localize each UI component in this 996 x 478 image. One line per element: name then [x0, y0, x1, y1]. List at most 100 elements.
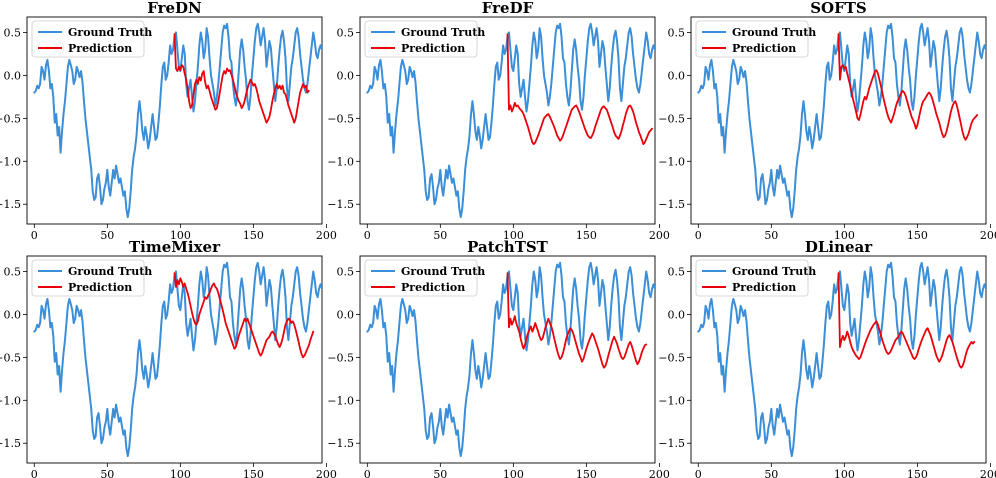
x-tick-label: 100: [170, 229, 191, 242]
legend-label: Prediction: [732, 281, 796, 294]
y-tick-label: −0.5: [0, 112, 21, 125]
series-ground-truth: [366, 22, 655, 219]
y-tick-label: −0.5: [327, 112, 354, 125]
y-tick-label: −0.5: [327, 351, 354, 364]
axes-frame: [26, 16, 323, 225]
y-tick-label: −1.5: [658, 198, 685, 211]
y-tick-label: −1.0: [658, 155, 685, 168]
y-tick-label: −1.0: [658, 394, 685, 407]
y-tick-label: −0.5: [658, 112, 685, 125]
legend: Ground Truth Prediction: [695, 259, 816, 297]
series-ground-truth: [366, 261, 655, 458]
y-tick-label: −1.0: [0, 394, 21, 407]
legend-label: Ground Truth: [68, 265, 152, 278]
chart-title: TimeMixer: [129, 238, 221, 256]
x-tick-label: 0: [695, 468, 702, 478]
y-tick-label: −0.5: [0, 351, 21, 364]
subplot-softs: SOFTS 0 50 100 150 200 0.5 0.0 −0.5 −1.0 −1.5 Groun…: [658, 0, 996, 242]
subplot-patchtst: PatchTST 0 50 100 150 200 0.5 0.0 −0.5 −1.0 −1.5 Gr…: [327, 238, 670, 478]
x-tick-label: 50: [764, 468, 778, 478]
subplot-fredn: FreDN 0 50 100 150 200 0.5 0.0 −0.5 −1.0 −1.5 Groun…: [0, 0, 337, 242]
x-tick-label: 200: [316, 229, 337, 242]
y-tick-label: 0.5: [668, 26, 686, 39]
y-tick-label: −1.0: [327, 155, 354, 168]
legend: Ground Truth Prediction: [364, 259, 485, 297]
x-tick-label: 100: [834, 468, 855, 478]
legend-label: Ground Truth: [401, 265, 485, 278]
x-tick-label: 50: [433, 229, 447, 242]
x-tick-label: 100: [834, 229, 855, 242]
chart-title: FreDF: [482, 0, 534, 17]
x-tick-label: 150: [243, 229, 264, 242]
legend-label: Prediction: [68, 281, 132, 294]
series-ground-truth: [33, 261, 322, 458]
axes-frame: [26, 255, 323, 464]
y-tick-label: −1.5: [0, 198, 21, 211]
x-tick-label: 50: [100, 468, 114, 478]
series-prediction: [173, 33, 310, 124]
y-tick-label: −1.0: [327, 394, 354, 407]
y-tick-label: 0.5: [4, 26, 22, 39]
y-tick-label: −0.5: [658, 351, 685, 364]
legend-label: Prediction: [732, 42, 796, 55]
series-prediction: [837, 272, 976, 369]
legend: Ground Truth Prediction: [31, 259, 152, 297]
subplot-timemixer: TimeMixer 0 50 100 150 200 0.5 0.0 −0.5 −1.0 −1.5 G…: [0, 238, 337, 478]
y-tick-label: −1.5: [0, 437, 21, 450]
legend-label: Prediction: [401, 281, 465, 294]
x-tick-label: 200: [980, 229, 996, 242]
series-prediction: [173, 272, 315, 359]
legend: Ground Truth Prediction: [695, 20, 816, 58]
chart-title: SOFTS: [810, 0, 867, 17]
y-tick-label: −1.5: [658, 437, 685, 450]
x-tick-label: 0: [364, 468, 371, 478]
x-tick-label: 150: [576, 229, 597, 242]
x-tick-label: 200: [649, 468, 670, 478]
y-tick-label: 0.5: [337, 265, 355, 278]
x-tick-label: 200: [980, 468, 996, 478]
x-tick-label: 50: [433, 468, 447, 478]
chart-title: FreDN: [147, 0, 202, 17]
legend-label: Ground Truth: [68, 26, 152, 39]
y-tick-label: 0.0: [668, 308, 686, 321]
x-tick-label: 200: [316, 468, 337, 478]
y-tick-label: −1.5: [327, 437, 354, 450]
x-tick-label: 100: [170, 468, 191, 478]
y-tick-label: −1.0: [0, 155, 21, 168]
x-tick-label: 0: [695, 229, 702, 242]
x-tick-label: 0: [31, 229, 38, 242]
legend-label: Prediction: [401, 42, 465, 55]
x-tick-label: 50: [100, 229, 114, 242]
x-tick-label: 200: [649, 229, 670, 242]
legend-label: Ground Truth: [732, 26, 816, 39]
x-tick-label: 50: [764, 229, 778, 242]
x-tick-label: 150: [907, 229, 928, 242]
series-prediction: [506, 272, 648, 369]
axes-frame: [690, 255, 987, 464]
legend: Ground Truth Prediction: [364, 20, 485, 58]
x-tick-label: 150: [576, 468, 597, 478]
chart-title: DLinear: [805, 238, 873, 256]
y-tick-label: 0.0: [337, 308, 355, 321]
y-tick-label: 0.0: [4, 308, 22, 321]
x-tick-label: 100: [503, 468, 524, 478]
y-tick-label: 0.0: [668, 69, 686, 82]
x-tick-label: 0: [31, 468, 38, 478]
y-tick-label: 0.0: [337, 69, 355, 82]
axes-frame: [690, 16, 987, 225]
legend-label: Prediction: [68, 42, 132, 55]
legend-label: Ground Truth: [401, 26, 485, 39]
axes-frame: [359, 255, 656, 464]
axes-frame: [359, 16, 656, 225]
y-tick-label: 0.0: [4, 69, 22, 82]
y-tick-label: −1.5: [327, 198, 354, 211]
series-ground-truth: [697, 261, 986, 458]
x-tick-label: 100: [503, 229, 524, 242]
chart-title: PatchTST: [467, 238, 549, 256]
y-tick-label: 0.5: [4, 265, 22, 278]
y-tick-label: 0.5: [337, 26, 355, 39]
subplot-fredf: FreDF 0 50 100 150 200 0.5 0.0 −0.5 −1.0 −1.5 Groun…: [327, 0, 670, 242]
series-prediction: [837, 33, 979, 141]
series-prediction: [506, 33, 653, 146]
